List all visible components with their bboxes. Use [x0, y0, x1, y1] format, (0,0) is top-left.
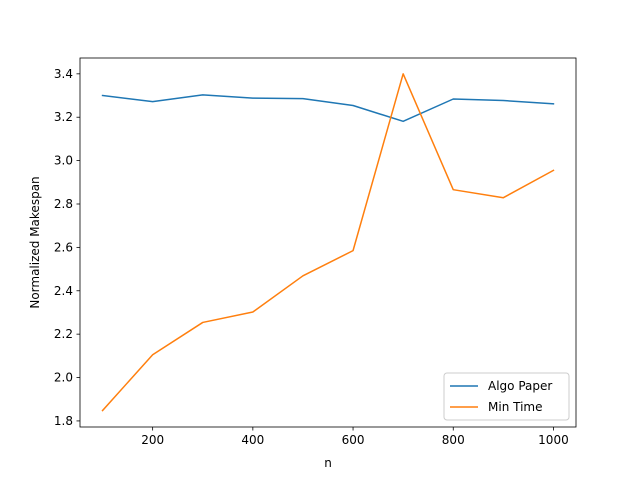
legend-label-min-time: Min Time	[488, 400, 542, 414]
y-axis-label: Normalized Makespan	[28, 176, 42, 308]
y-tick-label: 2.8	[54, 197, 73, 211]
x-tick-label: 600	[342, 433, 365, 447]
legend-label-algo-paper: Algo Paper	[488, 379, 552, 393]
y-tick-label: 2.6	[54, 240, 73, 254]
y-tick-label: 1.8	[54, 414, 73, 428]
y-tick-label: 2.0	[54, 371, 73, 385]
y-axis-ticks: 1.8 2.0 2.2 2.4 2.6 2.8 3.0 3.2 3.4	[54, 67, 80, 428]
y-tick-label: 3.0	[54, 154, 73, 168]
series-line-algo-paper	[101, 94, 555, 123]
x-tick-label: 1000	[538, 433, 569, 447]
x-tick-label: 200	[141, 433, 164, 447]
y-tick-label: 3.2	[54, 110, 73, 124]
legend: Algo Paper Min Time	[443, 372, 570, 421]
y-tick-label: 2.2	[54, 327, 73, 341]
legend-box	[443, 372, 570, 421]
x-tick-label: 400	[241, 433, 264, 447]
x-axis-ticks: 200 400 600 800 1000	[141, 427, 569, 447]
plot-area-frame	[79, 57, 577, 428]
x-tick-label: 800	[442, 433, 465, 447]
y-tick-label: 3.4	[54, 67, 73, 81]
x-axis-label: n	[324, 456, 332, 470]
y-tick-label: 2.4	[54, 284, 73, 298]
series-lines	[101, 73, 555, 412]
series-line-min-time	[101, 73, 555, 412]
